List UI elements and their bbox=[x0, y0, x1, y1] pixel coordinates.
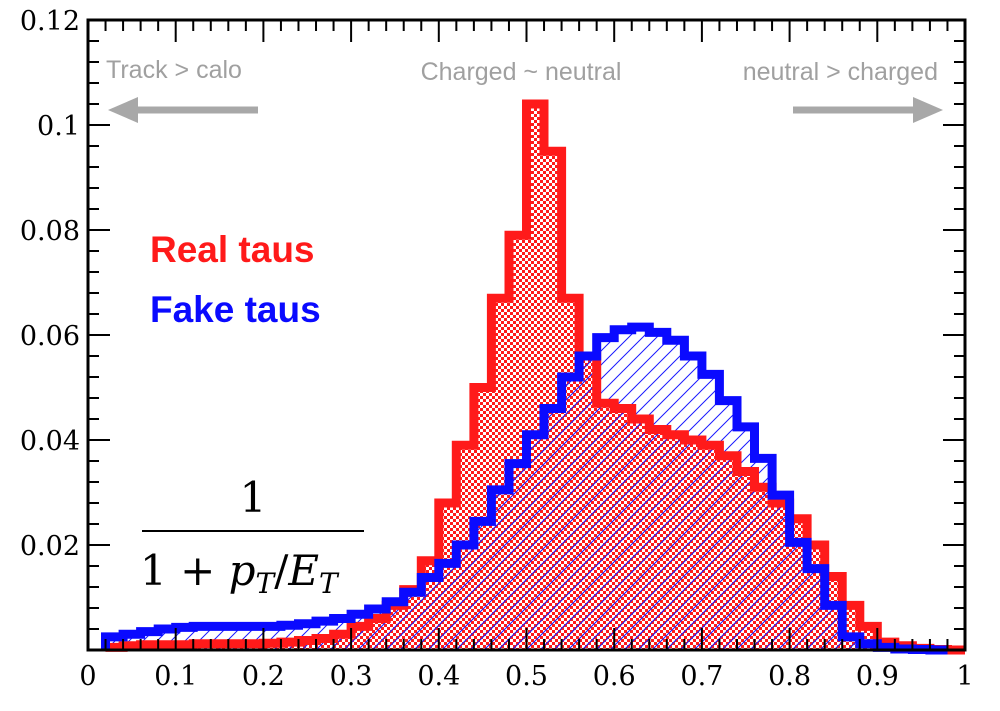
x-tick-label: 0.2 bbox=[242, 661, 285, 692]
legend-real-taus: Real taus bbox=[150, 229, 315, 270]
x-tick-label: 1 bbox=[956, 661, 973, 692]
annotation-center: Charged ~ neutral bbox=[421, 58, 622, 86]
axis-ticks bbox=[87, 19, 966, 650]
arrow-right-icon bbox=[793, 97, 943, 123]
x-tick-label: 0 bbox=[79, 661, 96, 692]
formula-label: 1 1 + pT/ET bbox=[140, 473, 364, 600]
x-tick-label: 0.9 bbox=[856, 661, 899, 692]
formula-denominator: 1 + pT/ET bbox=[140, 546, 340, 600]
x-tick-label: 0.6 bbox=[593, 661, 636, 692]
y-tick-label: 0.1 bbox=[37, 111, 80, 142]
annotation-right: neutral > charged bbox=[743, 58, 938, 86]
fake-taus-outline bbox=[101, 322, 948, 655]
x-tick-label: 0.5 bbox=[505, 661, 548, 692]
x-tick-label: 0.7 bbox=[680, 661, 723, 692]
x-tick-labels: 0 0.1 0.2 0.3 0.4 0.5 0.6 0.7 0.8 0.9 1 bbox=[79, 661, 973, 692]
annotation-left: Track > calo bbox=[106, 56, 242, 84]
y-tick-label: 0.04 bbox=[20, 426, 80, 457]
y-tick-labels: 0.02 0.04 0.06 0.08 0.1 0.12 bbox=[20, 6, 80, 562]
arrow-left-icon bbox=[108, 97, 258, 123]
y-tick-label: 0.08 bbox=[20, 216, 80, 247]
x-tick-label: 0.3 bbox=[330, 661, 373, 692]
y-tick-label: 0.02 bbox=[20, 531, 80, 562]
y-tick-label: 0.06 bbox=[20, 321, 80, 352]
formula-numerator: 1 bbox=[240, 473, 267, 522]
legend-fake-taus: Fake taus bbox=[150, 289, 321, 330]
x-tick-label: 0.8 bbox=[768, 661, 811, 692]
x-tick-label: 0.4 bbox=[417, 661, 460, 692]
x-tick-label: 0.1 bbox=[154, 661, 197, 692]
y-tick-label: 0.12 bbox=[20, 6, 80, 37]
